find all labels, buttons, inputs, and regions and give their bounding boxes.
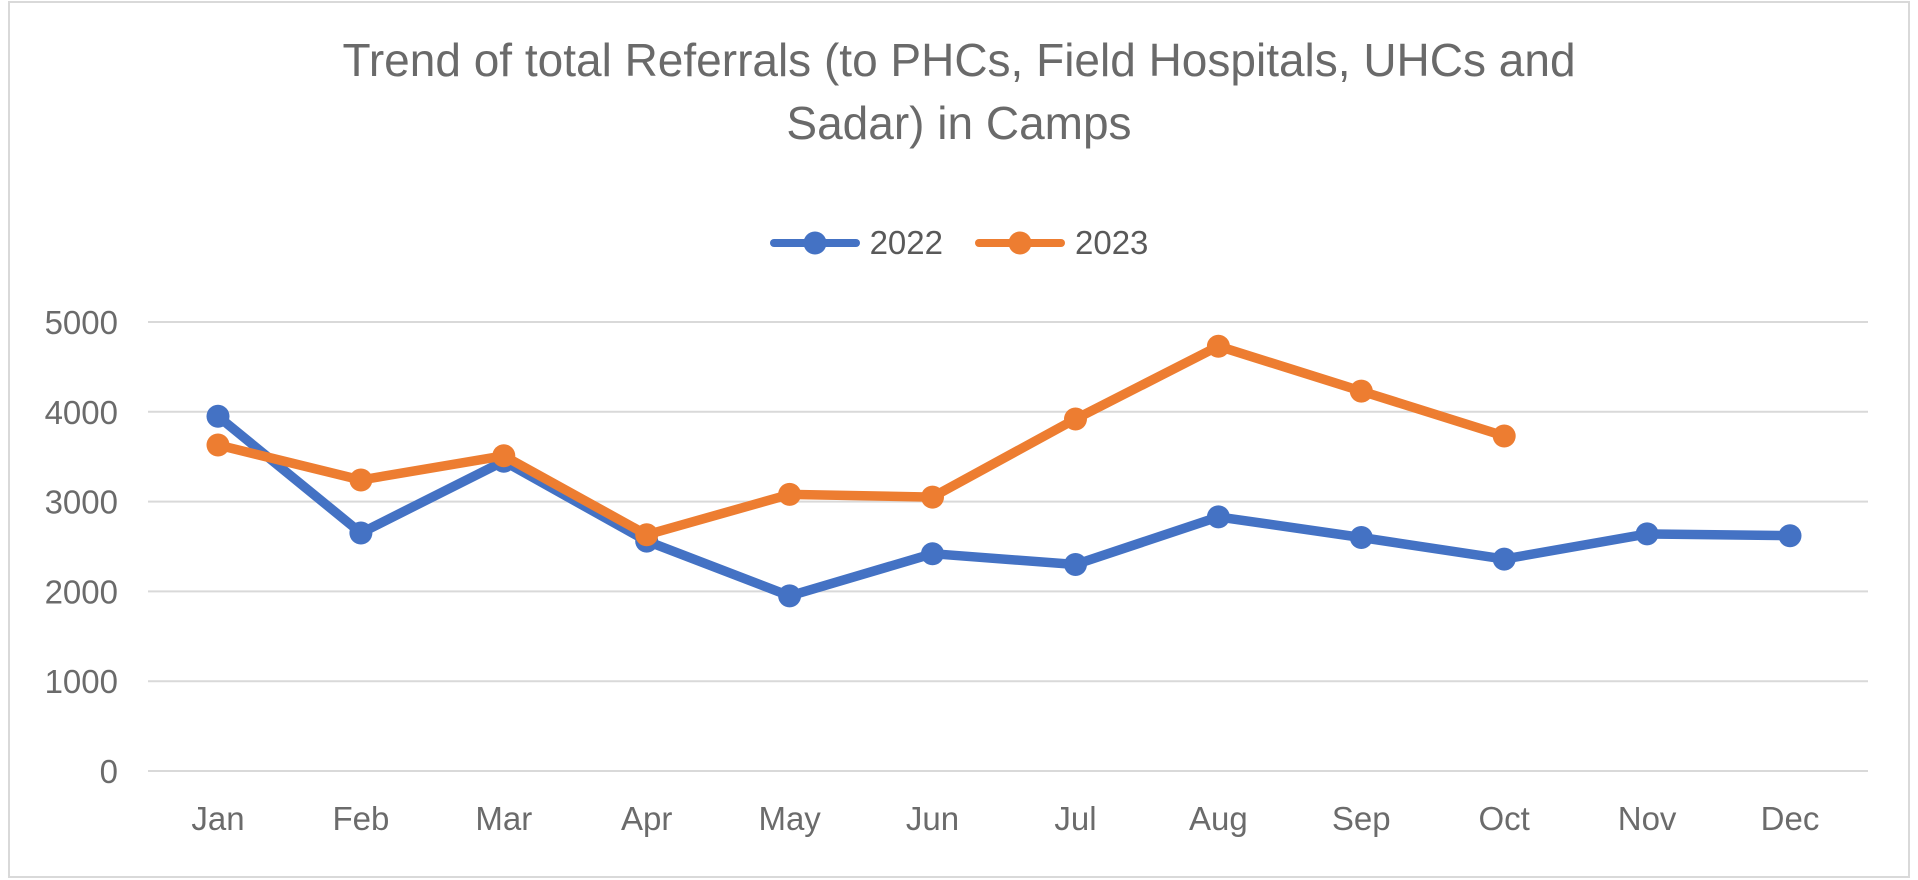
x-tick-label: Apr	[621, 800, 672, 837]
legend-dot-2022	[803, 231, 827, 255]
legend-dot-2023	[1008, 231, 1032, 255]
x-tick-label: Jun	[906, 800, 959, 837]
legend-line-marker-icon	[769, 231, 860, 255]
data-point-2022-Sep	[1349, 526, 1373, 549]
y-tick-label: 0	[100, 753, 118, 790]
series-line-2022	[213, 411, 1795, 601]
x-tick-label: Oct	[1479, 800, 1530, 837]
x-tick-label: Aug	[1189, 800, 1248, 837]
x-tick-label: Dec	[1761, 800, 1820, 837]
y-tick-label: 2000	[45, 573, 118, 610]
data-point-2023-Mar	[492, 444, 516, 468]
x-tick-label: Sep	[1332, 800, 1391, 837]
y-tick-label: 1000	[45, 663, 118, 700]
x-tick-label: Mar	[475, 800, 532, 837]
legend-label-2022: 2022	[869, 224, 943, 261]
data-point-2022-May	[778, 584, 802, 608]
data-point-2023-Jan	[206, 433, 230, 457]
legend-label-2023: 2023	[1075, 224, 1149, 261]
data-point-2022-Oct	[1492, 547, 1516, 571]
data-point-2022-Dec	[1778, 524, 1802, 548]
data-point-2023-Jun	[921, 485, 944, 509]
data-point-2022-Aug	[1206, 505, 1230, 529]
data-point-2022-Jan	[206, 404, 230, 428]
data-point-2023-Oct	[1492, 424, 1516, 448]
data-point-2023-Aug	[1206, 334, 1230, 358]
data-point-2022-Nov	[1635, 522, 1659, 546]
data-point-2023-Jul	[1064, 407, 1087, 431]
legend-line-marker-icon	[975, 231, 1065, 255]
legend-item-2023: 2023	[975, 224, 1148, 262]
data-point-2022-Feb	[349, 521, 373, 545]
data-point-2023-Apr	[635, 523, 659, 547]
chart-title: Trend of total Referrals (to PHCs, Field…	[342, 34, 1576, 149]
x-tick-label: Jul	[1054, 800, 1096, 837]
chart-frame: Trend of total Referrals (to PHCs, Field…	[8, 1, 1910, 878]
x-tick-label: Jan	[191, 800, 244, 837]
chart-legend: 2022 2023	[10, 224, 1908, 262]
data-point-2023-Sep	[1349, 379, 1373, 403]
data-point-2022-Jun	[921, 542, 944, 566]
y-tick-label: 4000	[45, 394, 118, 431]
y-tick-label: 3000	[45, 484, 118, 521]
y-tick-label: 5000	[45, 304, 118, 341]
data-point-2022-Jul	[1064, 553, 1087, 576]
legend-item-2022: 2022	[769, 224, 943, 262]
series-line-2023	[213, 341, 1509, 540]
data-point-2023-Feb	[349, 468, 373, 492]
x-tick-label: Nov	[1618, 800, 1677, 837]
data-point-2023-May	[778, 482, 802, 506]
x-tick-label: May	[758, 800, 821, 837]
x-tick-label: Feb	[332, 800, 389, 837]
